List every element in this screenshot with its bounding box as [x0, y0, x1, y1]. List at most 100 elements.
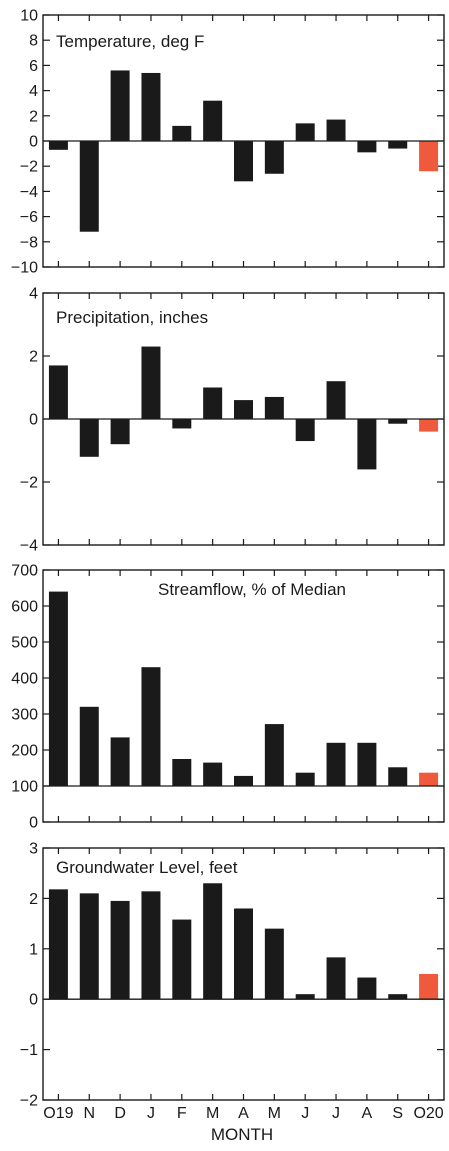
bar-m-7 — [264, 396, 284, 419]
panel-4: −2 −1 0 1 2 3 Groundwater Level, feet — [20, 841, 445, 1110]
y-tick-label: 0 — [29, 815, 38, 832]
bar-o20-12 — [419, 974, 439, 1000]
bar-f-4 — [172, 125, 192, 141]
bar-d-2 — [110, 900, 130, 1000]
bar-n-1 — [79, 419, 99, 457]
panel-2: −4 −2 0 2 4 Precipitation, inches — [20, 286, 445, 555]
bar-j-8 — [295, 123, 315, 141]
bar-o20-12 — [419, 419, 439, 432]
bar-d-2 — [110, 419, 130, 445]
x-tick-label: M — [206, 1105, 219, 1122]
bar-j-3 — [141, 346, 161, 419]
y-tick-label: 0 — [29, 134, 38, 151]
bar-j-9 — [326, 381, 346, 419]
x-tick-label: J — [147, 1105, 155, 1122]
bar-j-9 — [326, 742, 346, 786]
y-tick-label: 6 — [29, 58, 38, 75]
bar-o19-0 — [48, 365, 68, 419]
y-tick-label: 2 — [29, 108, 38, 125]
y-tick-label: 100 — [11, 779, 38, 796]
y-tick-label: 10 — [20, 8, 38, 25]
bar-j-3 — [141, 891, 161, 1000]
y-tick-label: 0 — [29, 992, 38, 1009]
bar-m-5 — [203, 762, 223, 786]
y-tick-label: −1 — [20, 1042, 38, 1059]
bar-a-6 — [234, 775, 253, 786]
y-tick-label: 4 — [29, 286, 38, 303]
bar-o19-0 — [48, 889, 68, 1000]
x-tick-label: F — [177, 1105, 187, 1122]
bar-j-3 — [141, 667, 161, 786]
bar-a-6 — [234, 400, 253, 419]
bar-a-10 — [357, 742, 377, 786]
y-tick-label: 4 — [29, 83, 38, 100]
panel-title: Groundwater Level, feet — [56, 858, 238, 877]
y-tick-label: 2 — [29, 349, 38, 366]
x-tick-label: O19 — [43, 1105, 73, 1122]
bar-a-10 — [357, 419, 377, 470]
panel-3: 0 100 200 300 400 500 600 700 Streamflow, % of M… — [11, 563, 445, 832]
y-tick-label: 700 — [11, 563, 38, 580]
y-tick-label: −4 — [20, 538, 38, 555]
bar-o20-12 — [419, 772, 439, 786]
panel-1: −10 −8 −6 −4 −2 0 2 4 6 8 10 Temperature, deg F — [11, 8, 445, 277]
bar-j-8 — [295, 772, 315, 786]
y-tick-label: 8 — [29, 33, 38, 50]
bar-j-8 — [295, 419, 315, 442]
bar-j-3 — [141, 72, 161, 141]
bar-n-1 — [79, 706, 99, 786]
bar-s-11 — [388, 141, 408, 149]
y-tick-label: −2 — [20, 1093, 38, 1110]
y-tick-label: 500 — [11, 635, 38, 652]
bar-o20-12 — [419, 141, 439, 172]
y-tick-label: 0 — [29, 412, 38, 429]
bar-m-5 — [203, 100, 223, 141]
y-tick-label: −4 — [20, 184, 38, 201]
y-tick-label: 3 — [29, 841, 38, 858]
bar-m-7 — [264, 928, 284, 1000]
bar-j-9 — [326, 119, 346, 141]
x-tick-label: N — [83, 1105, 95, 1122]
bar-m-7 — [264, 724, 284, 786]
panel-title: Precipitation, inches — [56, 308, 208, 327]
x-tick-label: S — [392, 1105, 403, 1122]
y-tick-label: −2 — [20, 475, 38, 492]
y-tick-label: 200 — [11, 743, 38, 760]
x-tick-label: O20 — [413, 1105, 443, 1122]
bar-s-11 — [388, 419, 408, 424]
bar-a-6 — [234, 141, 253, 182]
x-tick-label: D — [114, 1105, 126, 1122]
bar-f-4 — [172, 419, 192, 429]
x-tick-label: A — [238, 1105, 249, 1122]
bar-n-1 — [79, 141, 99, 232]
x-tick-label: J — [301, 1105, 309, 1122]
bar-o19-0 — [48, 591, 68, 786]
bar-o19-0 — [48, 141, 68, 150]
y-tick-label: −10 — [11, 260, 38, 277]
y-tick-label: 300 — [11, 707, 38, 724]
bar-f-4 — [172, 919, 192, 1000]
bar-s-11 — [388, 767, 408, 786]
bar-s-11 — [388, 994, 408, 1000]
bar-m-5 — [203, 387, 223, 419]
bar-f-4 — [172, 759, 192, 786]
bar-d-2 — [110, 737, 130, 786]
y-tick-label: 400 — [11, 671, 38, 688]
y-tick-label: 2 — [29, 891, 38, 908]
x-axis: O19 N D J F M A M J J A S O20 — [43, 1105, 443, 1122]
bar-d-2 — [110, 70, 130, 141]
y-tick-label: −8 — [20, 234, 38, 251]
x-tick-label: M — [268, 1105, 281, 1122]
bar-a-6 — [234, 908, 253, 1000]
y-tick-label: 1 — [29, 941, 38, 958]
x-tick-label: A — [362, 1105, 373, 1122]
bar-m-5 — [203, 883, 223, 1000]
y-tick-label: −2 — [20, 159, 38, 176]
bar-a-10 — [357, 977, 377, 1000]
bar-n-1 — [79, 893, 99, 1000]
bar-j-8 — [295, 994, 315, 1000]
y-tick-label: −6 — [20, 209, 38, 226]
x-tick-label: J — [332, 1105, 340, 1122]
